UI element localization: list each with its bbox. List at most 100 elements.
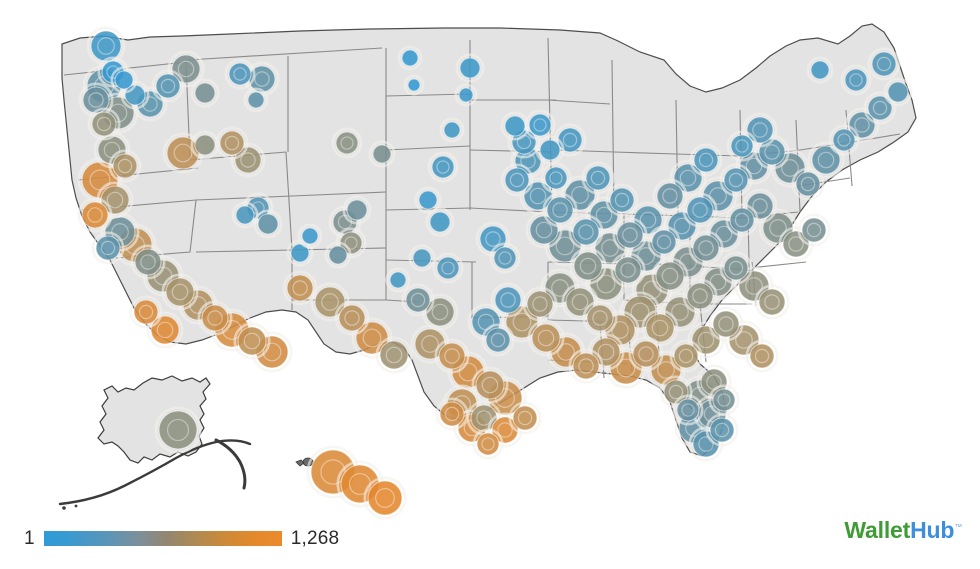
map-bubble bbox=[542, 192, 578, 228]
map-bubble bbox=[867, 47, 901, 81]
map-bubble bbox=[108, 149, 142, 183]
map-bubble bbox=[610, 252, 646, 288]
map-bubble bbox=[522, 286, 558, 322]
map-bubble bbox=[455, 53, 485, 83]
map-bubble bbox=[231, 201, 259, 229]
legend: 1 1,268 bbox=[24, 524, 339, 552]
map-bubble bbox=[434, 338, 470, 374]
map-bubble bbox=[719, 163, 753, 197]
map-bubble bbox=[403, 74, 425, 96]
map-bubble bbox=[96, 181, 134, 219]
map-bubble bbox=[535, 135, 565, 165]
map-bubble bbox=[629, 201, 667, 239]
map-bubble bbox=[130, 244, 166, 280]
map-bubble bbox=[569, 247, 607, 285]
map-bubble bbox=[840, 64, 872, 96]
map-bubble bbox=[553, 123, 587, 157]
legend-gradient-bar bbox=[43, 530, 282, 546]
map-bubble bbox=[334, 300, 370, 336]
legend-min-label: 1 bbox=[24, 527, 35, 549]
alaska-aleutians bbox=[58, 439, 252, 506]
logo-wallet-text: Wallet bbox=[844, 517, 911, 543]
map-bubble bbox=[161, 273, 199, 311]
map-bubble bbox=[414, 186, 442, 214]
map-bubble bbox=[582, 300, 618, 336]
inset-bubbles-hawaii bbox=[306, 445, 407, 520]
map-bubble bbox=[641, 309, 679, 347]
map-bubble bbox=[647, 225, 681, 259]
map-bubble bbox=[797, 213, 831, 247]
map-bubble bbox=[828, 124, 860, 156]
map-bubble bbox=[669, 339, 703, 373]
map-bubble bbox=[154, 406, 202, 454]
map-bubble bbox=[375, 336, 413, 374]
map-bubble bbox=[568, 348, 604, 384]
map-bubble bbox=[151, 69, 185, 103]
inset-bubbles-alaska bbox=[154, 406, 202, 454]
map-bubble bbox=[708, 306, 744, 342]
map-bubble bbox=[682, 278, 718, 314]
map-bubble bbox=[682, 192, 718, 228]
map-bubble bbox=[490, 282, 526, 318]
alaska-speck-2 bbox=[74, 504, 78, 508]
map-bubble bbox=[527, 319, 565, 357]
map-bubble bbox=[110, 66, 138, 94]
map-bubble bbox=[286, 239, 314, 267]
map-bubble bbox=[342, 195, 372, 225]
map-bubble bbox=[454, 83, 478, 107]
map-bubble bbox=[500, 163, 534, 197]
map-bubble bbox=[397, 45, 423, 71]
map-bubble bbox=[481, 323, 515, 357]
map-bubble bbox=[408, 244, 436, 272]
map-bubble bbox=[754, 284, 790, 320]
map-bubble bbox=[778, 226, 814, 262]
map-bubble bbox=[243, 87, 269, 113]
map-bubble bbox=[587, 333, 625, 371]
alaska-speck-1 bbox=[62, 506, 66, 510]
map-bubble bbox=[705, 413, 739, 447]
map-bubble bbox=[324, 241, 352, 269]
map-bubble bbox=[883, 77, 913, 107]
map-bubble bbox=[190, 78, 220, 108]
map-bubble bbox=[471, 366, 509, 404]
map-bubble bbox=[612, 217, 648, 253]
map-bubble bbox=[363, 476, 407, 520]
map-bubble bbox=[651, 257, 689, 295]
map-bubble bbox=[472, 428, 504, 460]
map-bubble bbox=[78, 82, 114, 118]
map-bubble bbox=[77, 197, 113, 233]
map-bubble bbox=[282, 270, 318, 306]
map-bubble bbox=[863, 91, 897, 125]
bubble-layer bbox=[77, 26, 913, 520]
map-bubble bbox=[791, 167, 825, 201]
map-bubble bbox=[605, 183, 639, 217]
map-bubble bbox=[297, 223, 323, 249]
map-bubble bbox=[652, 178, 688, 214]
map-bubble bbox=[807, 141, 845, 179]
map-bubble bbox=[190, 130, 220, 160]
map-bubble bbox=[331, 127, 363, 159]
map-bubble bbox=[439, 117, 465, 143]
map-bubble bbox=[508, 401, 542, 435]
map-bubble bbox=[425, 207, 455, 237]
map-bubble bbox=[233, 322, 271, 360]
map-bubble bbox=[489, 242, 521, 274]
map-bubble bbox=[500, 111, 530, 141]
map-bubble bbox=[806, 56, 834, 84]
map-bubble bbox=[368, 140, 396, 168]
map-bubble bbox=[224, 58, 256, 90]
trademark-icon: ™ bbox=[954, 522, 962, 532]
wallethub-logo[interactable]: WalletHub™ bbox=[844, 519, 962, 542]
map-bubble bbox=[401, 283, 435, 317]
map-bubble bbox=[726, 130, 758, 162]
map-bubble bbox=[628, 336, 664, 372]
map-bubble bbox=[197, 300, 233, 336]
map-bubble bbox=[745, 339, 779, 373]
map-bubble bbox=[725, 203, 759, 237]
map-bubble bbox=[435, 397, 469, 431]
map-bubble bbox=[689, 143, 723, 177]
map-bubble bbox=[672, 394, 704, 426]
legend-max-label: 1,268 bbox=[290, 527, 340, 549]
